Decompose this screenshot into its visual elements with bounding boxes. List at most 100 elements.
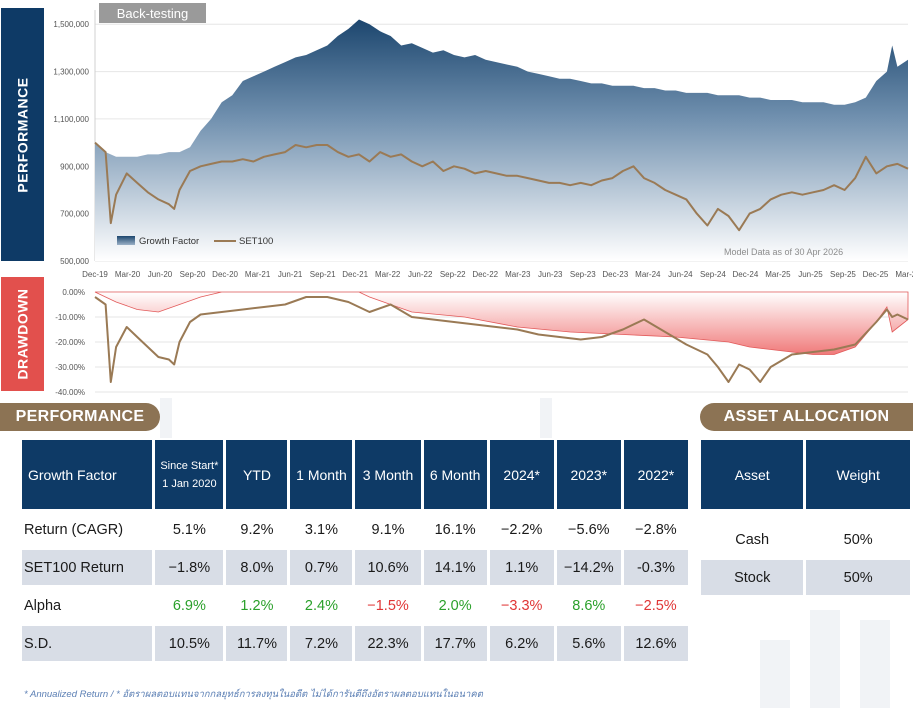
table-cell: 8.6% — [556, 588, 621, 623]
legend-label-set100: SET100 — [239, 236, 273, 247]
watermark-bar — [160, 398, 172, 438]
column-header-2023: 2023* — [556, 440, 621, 509]
y-tick-label: -30.00% — [55, 363, 85, 372]
x-tick-label: Dec-23 — [602, 270, 628, 279]
table-cell: 5.1% — [155, 512, 224, 547]
row-label: SET100 Return — [22, 550, 153, 585]
x-tick-label: Dec-25 — [863, 270, 889, 279]
table-cell: −2.5% — [623, 588, 688, 623]
asset-name: Stock — [701, 560, 804, 595]
table-cell: 6.9% — [155, 588, 224, 623]
table-cell: −3.3% — [489, 588, 554, 623]
table-cell: −1.5% — [355, 588, 421, 623]
x-tick-label: Mar-20 — [115, 270, 141, 279]
y-tick-label: 700,000 — [60, 210, 89, 219]
watermark-bar — [860, 620, 890, 708]
table-cell: −2.8% — [623, 512, 688, 547]
footnote: * Annualized Return / * อัตราผลตอบแทนจาก… — [24, 689, 483, 700]
x-tick-label: Mar-25 — [765, 270, 791, 279]
drawdown-marks — [94, 291, 909, 383]
x-tick-label: Jun-24 — [668, 270, 693, 279]
x-tick-label: Jun-25 — [798, 270, 823, 279]
x-tick-label: Sep-20 — [180, 270, 206, 279]
x-tick-label: Jun-23 — [538, 270, 563, 279]
performance-y-ticks: 1,500,000 1,300,000 1,100,000 900,000 700,00… — [53, 20, 89, 266]
x-tick-label: Jun-22 — [408, 270, 433, 279]
x-tick-label: Mar-24 — [635, 270, 661, 279]
table-cell: 1.2% — [226, 588, 288, 623]
x-tick-label: Sep-25 — [830, 270, 856, 279]
column-header-since-start-line2: 1 Jan 2020 — [162, 477, 217, 490]
column-header-asset: Asset — [701, 440, 804, 509]
x-tick-label: Dec-22 — [472, 270, 498, 279]
performance-table-header-row: Growth Factor Since Start* 1 Jan 2020 YT… — [22, 440, 688, 509]
table-cell: 17.7% — [423, 626, 487, 661]
x-tick-label: Sep-22 — [440, 270, 466, 279]
asset-weight: 50% — [806, 560, 910, 595]
asset-weight: 50% — [806, 512, 910, 557]
performance-x-ticks: Dec-19 Mar-20 Jun-20 Sep-20 Dec-20 Mar-21 Jun-… — [82, 270, 913, 279]
model-data-note: Model Data as of 30 Apr 2026 — [724, 247, 843, 257]
performance-marks — [94, 19, 909, 261]
performance-section-header: PERFORMANCE — [0, 403, 160, 431]
back-testing-badge: Back-testing — [99, 3, 206, 23]
table-cell: −1.8% — [155, 550, 224, 585]
x-tick-label: Dec-24 — [733, 270, 759, 279]
x-tick-label: Sep-23 — [570, 270, 596, 279]
column-header-2024: 2024* — [489, 440, 554, 509]
legend-swatch-growth-factor — [117, 236, 135, 245]
table-cell: 9.1% — [355, 512, 421, 547]
column-header-growth-factor: Growth Factor — [22, 440, 153, 509]
y-tick-label: 0.00% — [62, 288, 85, 297]
x-tick-label: Dec-19 — [82, 270, 108, 279]
y-tick-label: 900,000 — [60, 162, 89, 171]
x-tick-label: Dec-21 — [342, 270, 368, 279]
x-tick-label: Sep-21 — [310, 270, 336, 279]
performance-section-header-label: PERFORMANCE — [15, 408, 145, 425]
growth-factor-drawdown-area — [94, 291, 909, 355]
table-row-alpha: Alpha 6.9% 1.2% 2.4% −1.5% 2.0% −3.3% 8.… — [22, 588, 688, 623]
table-cell: −14.2% — [556, 550, 621, 585]
drawdown-y-ticks: 0.00% -10.00% -20.00% -30.00% -40.00% — [55, 288, 85, 397]
watermark-bar — [540, 398, 552, 438]
x-tick-label: Jun-21 — [278, 270, 303, 279]
set100-drawdown-line — [94, 296, 909, 383]
table-cell: −2.2% — [489, 512, 554, 547]
table-cell: 14.1% — [423, 550, 487, 585]
drawdown-side-tab: DRAWDOWN — [1, 277, 44, 391]
back-testing-badge-label: Back-testing — [116, 5, 189, 21]
table-cell: 0.7% — [290, 550, 353, 585]
y-tick-label: -40.00% — [55, 388, 85, 397]
performance-table: Growth Factor Since Start* 1 Jan 2020 YT… — [19, 437, 691, 664]
performance-side-tab: PERFORMANCE — [1, 8, 44, 261]
table-cell: 1.1% — [489, 550, 554, 585]
table-cell: 6.2% — [489, 626, 554, 661]
table-cell: 22.3% — [355, 626, 421, 661]
table-cell: 12.6% — [623, 626, 688, 661]
row-label: Alpha — [22, 588, 153, 623]
growth-factor-area — [95, 19, 908, 261]
table-cell: 2.0% — [423, 588, 487, 623]
column-header-since-start: Since Start* 1 Jan 2020 — [155, 440, 224, 509]
asset-allocation-section-header: ASSET ALLOCATION — [700, 403, 913, 431]
y-tick-label: 1,100,000 — [53, 115, 89, 124]
table-cell: 2.4% — [290, 588, 353, 623]
table-row-stock: Stock 50% — [701, 560, 910, 595]
table-cell: 8.0% — [226, 550, 288, 585]
set100-line — [94, 141, 909, 232]
asset-allocation-header-row: Asset Weight — [701, 440, 910, 509]
column-header-1-month: 1 Month — [290, 440, 353, 509]
table-cell: 9.2% — [226, 512, 288, 547]
table-cell: 11.7% — [226, 626, 288, 661]
y-tick-label: 1,300,000 — [53, 68, 89, 77]
table-cell: 10.6% — [355, 550, 421, 585]
column-header-since-start-line1: Since Start* — [160, 459, 219, 472]
table-cell: -0.3% — [623, 550, 688, 585]
charts-canvas: 1,500,000 1,300,000 1,100,000 900,000 700,00… — [53, 10, 913, 397]
table-cell: 16.1% — [423, 512, 487, 547]
table-cell: 3.1% — [290, 512, 353, 547]
x-tick-label: Dec-20 — [212, 270, 238, 279]
x-tick-label: Mar-23 — [505, 270, 531, 279]
table-row-cash: Cash 50% — [701, 512, 910, 557]
watermark-bar — [810, 610, 840, 708]
